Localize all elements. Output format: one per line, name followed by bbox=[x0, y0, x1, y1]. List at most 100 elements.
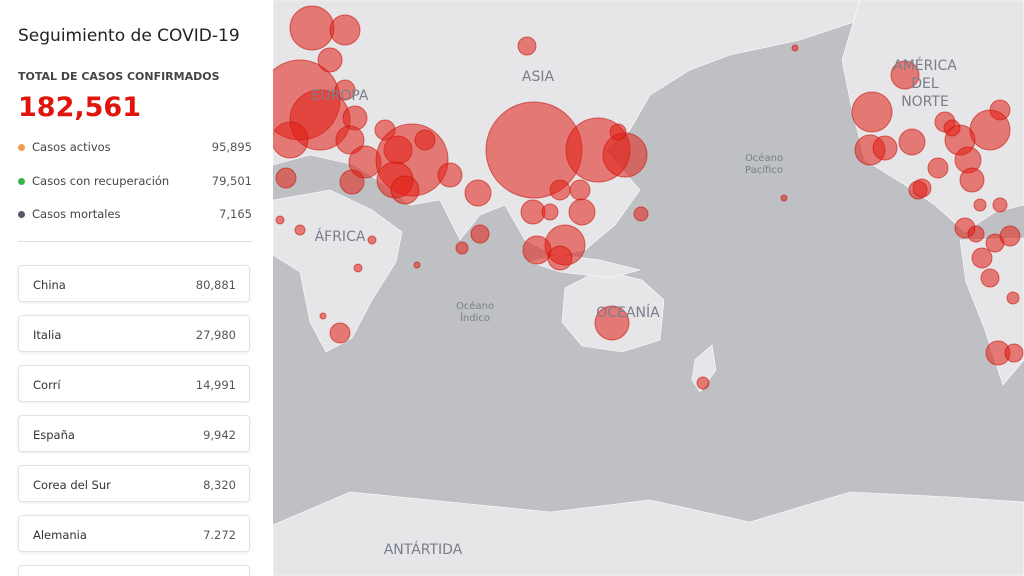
case-bubble[interactable] bbox=[549, 179, 571, 201]
case-bubble[interactable] bbox=[294, 224, 306, 236]
case-bubble[interactable] bbox=[1004, 343, 1024, 363]
case-bubble[interactable] bbox=[967, 225, 985, 243]
case-bubble[interactable] bbox=[791, 44, 799, 52]
stat-value: 7,165 bbox=[219, 207, 252, 221]
case-bubble[interactable] bbox=[594, 305, 630, 341]
case-bubble[interactable] bbox=[520, 199, 546, 225]
case-bubble[interactable] bbox=[602, 132, 648, 178]
case-bubble[interactable] bbox=[329, 14, 361, 46]
stat-label: Casos con recuperación bbox=[32, 174, 170, 188]
case-bubble[interactable] bbox=[696, 376, 710, 390]
title: Seguimiento de COVID-19 bbox=[18, 26, 240, 46]
case-bubble[interactable] bbox=[390, 175, 420, 205]
case-bubble[interactable] bbox=[334, 79, 356, 101]
case-bubble[interactable] bbox=[927, 157, 949, 179]
stat-label: Casos activos bbox=[32, 140, 111, 154]
case-bubble[interactable] bbox=[890, 60, 920, 90]
case-bubble[interactable] bbox=[609, 123, 627, 141]
case-bubble[interactable] bbox=[275, 215, 285, 225]
case-bubble[interactable] bbox=[872, 135, 898, 161]
country-name: Corrí bbox=[33, 378, 61, 392]
country-card[interactable]: Alemania 7.272 bbox=[18, 515, 250, 552]
bubbles bbox=[273, 5, 1024, 390]
case-bubble[interactable] bbox=[317, 47, 343, 73]
case-bubble[interactable] bbox=[413, 261, 421, 269]
country-name: Corea del Sur bbox=[33, 478, 111, 492]
total-value: 182,561 bbox=[18, 92, 141, 123]
case-bubble[interactable] bbox=[989, 99, 1011, 121]
map-label: DEL bbox=[911, 76, 939, 92]
case-bubble[interactable] bbox=[541, 203, 559, 221]
country-value: 27,980 bbox=[195, 328, 236, 342]
map-label: ÁFRICA bbox=[315, 228, 366, 245]
stat-value: 79,501 bbox=[211, 174, 252, 188]
country-value: 7.272 bbox=[203, 528, 236, 542]
sidebar: Seguimiento de COVID-19 TOTAL DE CASOS C… bbox=[0, 0, 273, 576]
country-name: China bbox=[33, 278, 66, 292]
case-bubble[interactable] bbox=[633, 206, 649, 222]
case-bubble[interactable] bbox=[319, 312, 327, 320]
map-label: Índico bbox=[460, 311, 490, 324]
divider bbox=[18, 241, 252, 242]
case-bubble[interactable] bbox=[329, 322, 351, 344]
case-bubble[interactable] bbox=[289, 5, 335, 51]
map-label: Pacífico bbox=[745, 164, 783, 176]
case-bubble[interactable] bbox=[470, 224, 490, 244]
case-bubble[interactable] bbox=[980, 268, 1000, 288]
case-bubble[interactable] bbox=[335, 125, 365, 155]
stat-row: Casos activos 95,895 bbox=[18, 140, 252, 154]
country-card[interactable] bbox=[18, 565, 250, 576]
country-card[interactable]: España 9,942 bbox=[18, 415, 250, 452]
case-bubble[interactable] bbox=[353, 263, 363, 273]
stat-row: Casos mortales 7,165 bbox=[18, 207, 252, 221]
case-bubble[interactable] bbox=[517, 36, 537, 56]
map-label: EUROPA bbox=[312, 88, 369, 104]
country-card[interactable]: China 80,881 bbox=[18, 265, 250, 302]
stat-value: 95,895 bbox=[211, 140, 252, 154]
country-name: Alemania bbox=[33, 528, 87, 542]
case-bubble[interactable] bbox=[780, 194, 788, 202]
country-value: 8,320 bbox=[203, 478, 236, 492]
case-bubble[interactable] bbox=[1006, 291, 1020, 305]
country-value: 9,942 bbox=[203, 428, 236, 442]
case-bubble[interactable] bbox=[273, 121, 309, 159]
case-bubble[interactable] bbox=[943, 119, 961, 137]
country-card[interactable]: Corrí 14,991 bbox=[18, 365, 250, 402]
case-bubble[interactable] bbox=[851, 91, 893, 133]
case-bubble[interactable] bbox=[339, 169, 365, 195]
case-bubble[interactable] bbox=[568, 198, 596, 226]
country-card[interactable]: Corea del Sur 8,320 bbox=[18, 465, 250, 502]
case-bubble[interactable] bbox=[971, 247, 993, 269]
country-card[interactable]: Italia 27,980 bbox=[18, 315, 250, 352]
stat-row: Casos con recuperación 79,501 bbox=[18, 174, 252, 188]
case-bubble[interactable] bbox=[522, 235, 552, 265]
map-label: NORTE bbox=[901, 94, 949, 110]
case-bubble[interactable] bbox=[547, 245, 573, 271]
case-bubble[interactable] bbox=[999, 225, 1021, 247]
case-bubble[interactable] bbox=[367, 235, 377, 245]
case-bubble[interactable] bbox=[908, 180, 928, 200]
total-label: TOTAL DE CASOS CONFIRMADOS bbox=[18, 70, 220, 83]
country-name: España bbox=[33, 428, 75, 442]
case-bubble[interactable] bbox=[898, 128, 926, 156]
case-bubble[interactable] bbox=[437, 162, 463, 188]
map-label: AMÉRICA bbox=[893, 57, 957, 74]
country-name: Italia bbox=[33, 328, 62, 342]
case-bubble[interactable] bbox=[959, 167, 985, 193]
map-label: Océano bbox=[745, 152, 783, 164]
map-label: OCEANÍA bbox=[596, 304, 660, 321]
case-bubble[interactable] bbox=[569, 179, 591, 201]
map-label: Océano bbox=[456, 300, 494, 312]
map-label: ANTÁRTIDA bbox=[384, 541, 463, 558]
case-bubble[interactable] bbox=[414, 129, 436, 151]
case-bubble[interactable] bbox=[455, 241, 469, 255]
case-bubble[interactable] bbox=[973, 198, 987, 212]
country-value: 14,991 bbox=[195, 378, 236, 392]
case-bubble[interactable] bbox=[464, 179, 492, 207]
map[interactable]: ASIA EUROPA ÁFRICA AMÉRICA DEL NORTE Océ… bbox=[273, 0, 1024, 576]
map-label: ASIA bbox=[522, 69, 555, 85]
country-value: 80,881 bbox=[195, 278, 236, 292]
case-bubble[interactable] bbox=[275, 167, 297, 189]
case-bubble[interactable] bbox=[992, 197, 1008, 213]
